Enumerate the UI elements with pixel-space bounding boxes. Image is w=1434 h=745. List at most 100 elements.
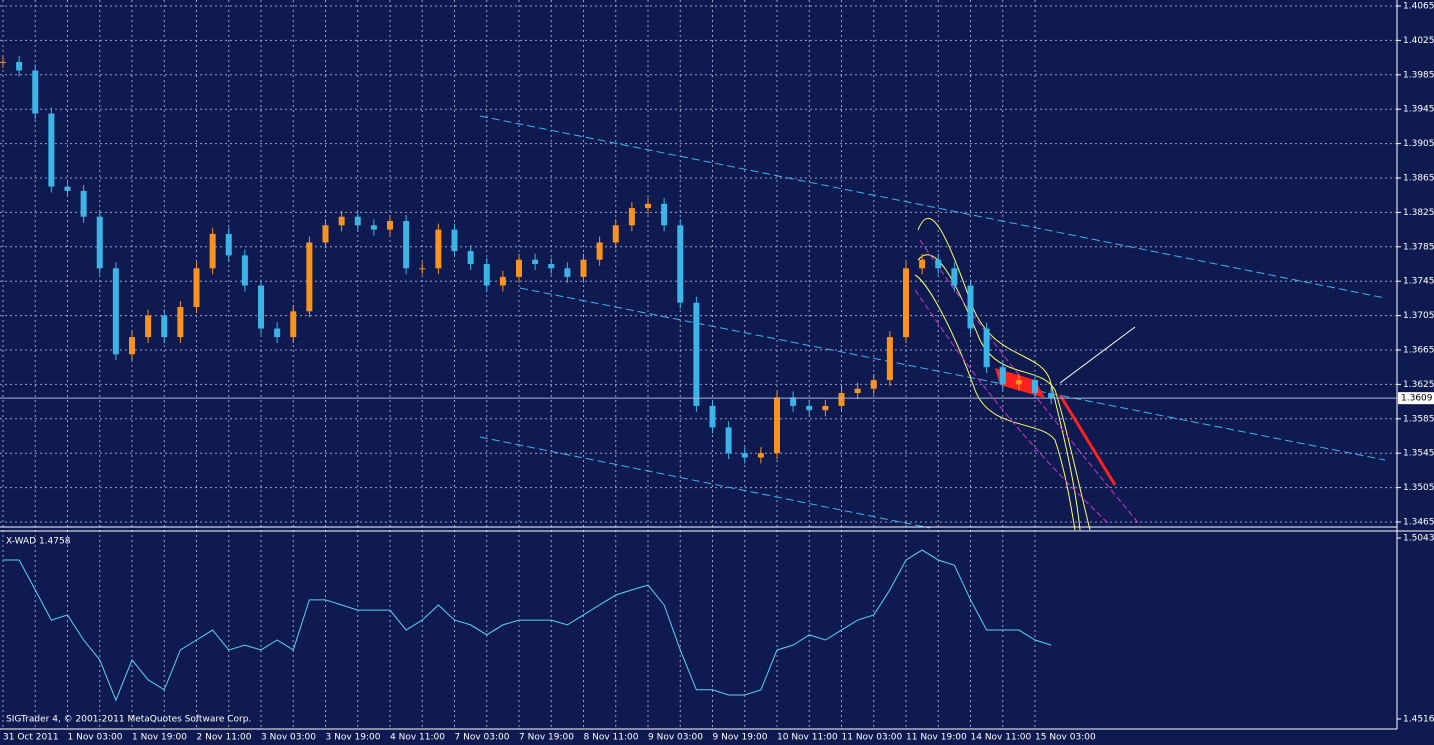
x-tick-label: 1 Nov 03:00 bbox=[68, 733, 123, 743]
envelope bbox=[917, 217, 1081, 531]
candle bbox=[32, 70, 39, 114]
y-tick-label: 1.3465 bbox=[1403, 518, 1434, 528]
candle bbox=[645, 203, 651, 209]
candle bbox=[193, 268, 200, 307]
candle bbox=[387, 221, 393, 230]
candle bbox=[306, 242, 313, 312]
candle bbox=[16, 61, 23, 71]
x-tick-label: 11 Nov 19:00 bbox=[906, 733, 967, 743]
candle bbox=[96, 216, 103, 269]
candle bbox=[596, 242, 603, 260]
candle bbox=[806, 405, 813, 411]
x-tick-label: 3 Nov 19:00 bbox=[326, 733, 381, 743]
y-tick-label: 1.3865 bbox=[1403, 174, 1434, 184]
envelope bbox=[914, 289, 1111, 526]
candle bbox=[870, 380, 877, 389]
candle bbox=[532, 259, 539, 264]
candle bbox=[403, 221, 410, 269]
y-tick-label: 1.3625 bbox=[1403, 380, 1434, 390]
x-tick-label: 9 Nov 19:00 bbox=[713, 733, 768, 743]
candle bbox=[451, 229, 458, 252]
candle bbox=[290, 311, 297, 338]
candle bbox=[790, 397, 797, 406]
candle bbox=[757, 453, 764, 458]
candle bbox=[693, 302, 700, 406]
trend-line bbox=[479, 115, 1386, 299]
candle bbox=[322, 225, 329, 243]
candle bbox=[903, 268, 909, 338]
grid bbox=[0, 0, 1397, 729]
y-tick-label: 1.3945 bbox=[1403, 105, 1434, 115]
y-tick-label: 1.3545 bbox=[1403, 449, 1434, 459]
candle bbox=[725, 427, 732, 454]
y-tick-label: 1.3905 bbox=[1403, 139, 1434, 149]
y-tick-label: 1.3705 bbox=[1403, 311, 1434, 321]
candle bbox=[145, 315, 152, 338]
y-tick-label: 1.4025 bbox=[1403, 36, 1434, 46]
x-tick-label: 7 Nov 19:00 bbox=[519, 733, 574, 743]
candle bbox=[612, 225, 619, 243]
trend-line bbox=[519, 287, 1386, 461]
candle bbox=[628, 208, 635, 226]
y-tick-label: 1.3985 bbox=[1403, 70, 1434, 80]
candle bbox=[499, 276, 506, 286]
candle bbox=[209, 233, 216, 269]
candle bbox=[967, 285, 974, 329]
candle bbox=[709, 405, 716, 428]
candle bbox=[0, 61, 6, 63]
candle bbox=[1032, 380, 1038, 393]
candle bbox=[741, 453, 748, 458]
candle bbox=[435, 229, 442, 269]
y-tick-label: 1.3585 bbox=[1403, 414, 1434, 424]
candle bbox=[935, 259, 942, 269]
candle bbox=[838, 393, 845, 406]
last-price-box bbox=[1398, 392, 1434, 405]
candle bbox=[370, 225, 377, 230]
candle bbox=[338, 216, 345, 226]
footer: SIGTrader 4, © 2001-2011 MetaQuotes Soft… bbox=[6, 715, 251, 725]
candle bbox=[677, 225, 684, 303]
candle bbox=[48, 113, 55, 187]
trend-line bbox=[479, 436, 931, 529]
candle bbox=[177, 307, 184, 338]
x-tick-label: 14 Nov 11:00 bbox=[971, 733, 1032, 743]
x-tick-label: 4 Nov 11:00 bbox=[390, 733, 445, 743]
x-tick-label: 31 Oct 2011 bbox=[3, 733, 59, 743]
candle bbox=[241, 255, 248, 286]
candle bbox=[999, 367, 1006, 385]
x-tick-label: 15 Nov 03:00 bbox=[1035, 733, 1096, 743]
candle bbox=[983, 328, 990, 368]
candle bbox=[225, 233, 232, 256]
candle bbox=[516, 259, 522, 277]
candle bbox=[774, 397, 780, 454]
candle bbox=[483, 264, 490, 286]
candle bbox=[919, 259, 926, 269]
candle bbox=[951, 268, 958, 286]
envelope bbox=[917, 254, 1091, 531]
candle bbox=[661, 203, 668, 226]
x-tick-label: 10 Nov 11:00 bbox=[777, 733, 838, 743]
candle bbox=[80, 190, 87, 217]
x-tick-label: 8 Nov 11:00 bbox=[584, 733, 639, 743]
candle bbox=[112, 268, 119, 355]
candle bbox=[822, 405, 829, 411]
candle bbox=[886, 337, 893, 381]
y-tick-label: 1.3745 bbox=[1403, 277, 1434, 287]
forecast-line bbox=[1059, 326, 1136, 384]
y-tick-label: 1.3785 bbox=[1403, 242, 1434, 252]
candle bbox=[419, 268, 426, 270]
x-tick-label: 2 Nov 11:00 bbox=[197, 733, 252, 743]
candle bbox=[64, 186, 71, 191]
x-tick-label: 11 Nov 03:00 bbox=[842, 733, 903, 743]
y-tick-label: 1.3825 bbox=[1403, 208, 1434, 218]
candle bbox=[467, 251, 474, 264]
candle bbox=[161, 315, 168, 338]
indicator-line bbox=[3, 549, 1052, 702]
candle bbox=[564, 268, 571, 277]
forecast-line bbox=[1058, 394, 1117, 486]
x-tick-label: 7 Nov 03:00 bbox=[455, 733, 510, 743]
candle bbox=[258, 285, 264, 329]
y-tick-label: 1.4516 bbox=[1403, 715, 1434, 725]
